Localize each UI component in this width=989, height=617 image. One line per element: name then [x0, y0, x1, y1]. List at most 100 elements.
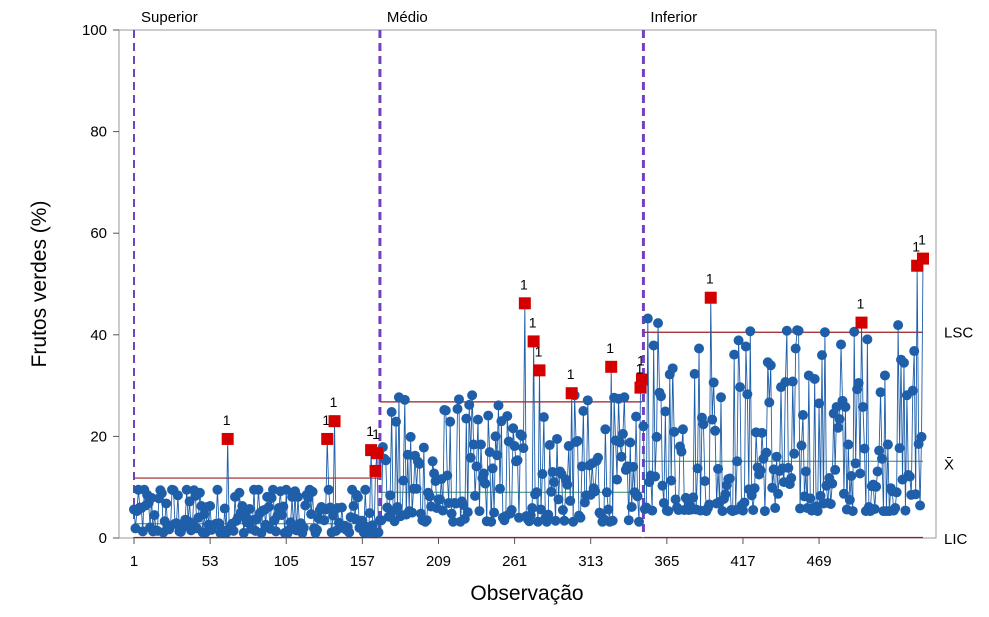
data-point — [402, 449, 413, 460]
data-point — [770, 503, 781, 514]
data-point — [667, 363, 678, 374]
data-point — [348, 501, 359, 511]
data-point — [582, 395, 593, 406]
flagged-point — [518, 297, 531, 310]
data-point — [689, 368, 700, 379]
data-point — [869, 504, 880, 515]
data-point — [161, 498, 172, 509]
data-point — [614, 437, 625, 448]
data-point — [891, 487, 902, 498]
data-point — [516, 430, 527, 441]
data-point — [487, 463, 498, 474]
flagged-point — [370, 447, 383, 460]
data-point — [882, 439, 893, 450]
data-point — [907, 385, 918, 396]
data-point — [900, 505, 911, 516]
data-point — [421, 515, 432, 526]
data-point — [704, 499, 715, 510]
flag-label: 1 — [322, 412, 330, 428]
flag-label: 1 — [223, 412, 231, 428]
data-point — [429, 468, 440, 479]
data-point — [827, 478, 838, 489]
data-point — [909, 346, 920, 357]
data-point — [634, 516, 645, 527]
flagged-point — [635, 373, 648, 386]
data-point — [748, 505, 759, 516]
data-point — [531, 487, 542, 498]
data-point — [874, 445, 885, 456]
data-point — [352, 492, 363, 503]
data-point — [699, 476, 710, 487]
data-point — [238, 527, 249, 538]
phase-label: Inferior — [650, 9, 697, 26]
data-point — [780, 377, 791, 388]
data-point — [830, 464, 841, 475]
x-tick-label: 417 — [730, 553, 755, 570]
y-tick-label: 80 — [90, 124, 107, 141]
data-point — [607, 515, 618, 526]
data-point — [442, 470, 453, 481]
data-point — [146, 492, 157, 503]
data-point — [470, 490, 481, 501]
data-point — [292, 491, 303, 502]
data-point — [800, 466, 811, 477]
data-point — [137, 526, 148, 537]
data-point — [360, 484, 371, 495]
data-point — [445, 416, 456, 427]
flag-label: 1 — [606, 340, 614, 356]
flagged-point — [605, 360, 618, 373]
data-point — [572, 435, 583, 446]
data-point — [437, 505, 448, 516]
data-point — [651, 431, 662, 442]
data-point — [578, 406, 589, 416]
data-point — [805, 493, 816, 504]
data-point — [844, 494, 855, 505]
data-point — [490, 431, 501, 442]
flag-label: 1 — [366, 423, 374, 439]
data-point — [833, 422, 844, 433]
data-point — [156, 488, 167, 499]
data-point — [735, 382, 746, 393]
data-point — [414, 458, 425, 469]
data-point — [452, 403, 463, 414]
y-tick-label: 40 — [90, 327, 107, 344]
data-point — [619, 392, 630, 403]
data-point — [812, 506, 823, 517]
data-point — [319, 515, 330, 526]
data-point — [527, 503, 538, 514]
data-point — [411, 483, 422, 494]
data-point — [660, 406, 671, 417]
data-point — [543, 509, 554, 520]
flag-label: 1 — [706, 271, 714, 287]
data-point — [276, 510, 287, 521]
data-point — [464, 399, 475, 410]
data-point — [172, 490, 183, 501]
data-point — [386, 407, 397, 418]
data-point — [795, 503, 806, 514]
x-axis-title: Observação — [470, 582, 583, 605]
data-point — [877, 453, 888, 464]
data-point — [266, 492, 277, 503]
data-point — [761, 447, 772, 458]
data-point — [783, 462, 794, 473]
data-point — [407, 507, 418, 518]
data-point — [544, 440, 555, 451]
flag-label: 1 — [520, 276, 528, 292]
lcl-label: LIC — [944, 531, 968, 548]
data-point — [850, 458, 861, 469]
data-point — [729, 349, 740, 360]
data-point — [916, 431, 927, 442]
flagged-point — [369, 464, 382, 477]
data-point — [677, 424, 688, 435]
data-point — [328, 510, 339, 521]
data-point — [461, 413, 472, 424]
data-point — [600, 424, 611, 435]
data-point — [478, 468, 489, 479]
data-point — [713, 463, 724, 474]
data-point — [434, 494, 445, 505]
data-point — [181, 484, 192, 495]
data-point — [638, 421, 649, 432]
data-point — [270, 526, 281, 537]
data-point — [244, 504, 255, 515]
